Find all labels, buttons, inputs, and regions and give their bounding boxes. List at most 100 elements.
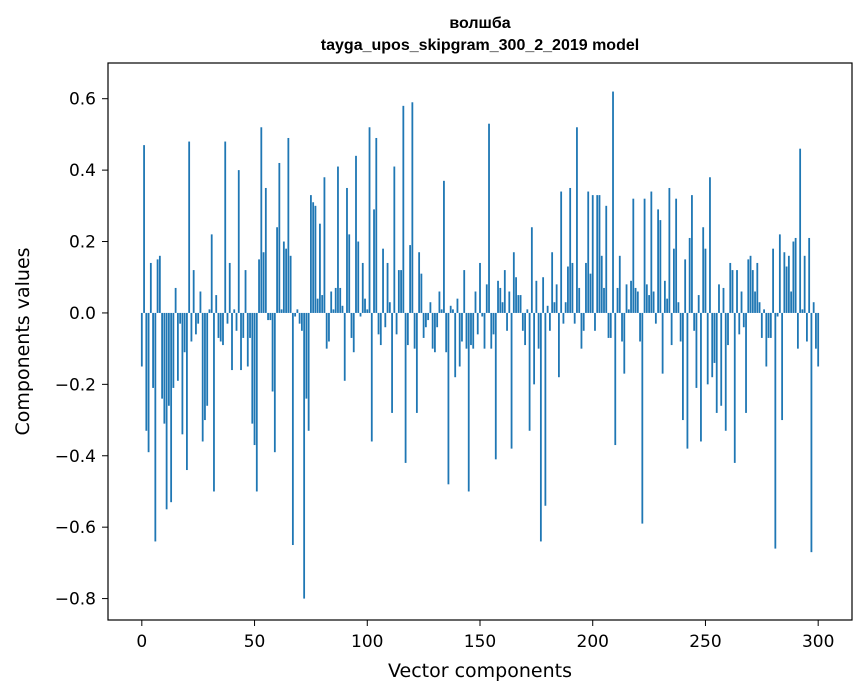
bar-3	[147, 312, 150, 453]
bar-33	[215, 295, 218, 313]
bar-134	[443, 180, 445, 313]
bar-200	[591, 195, 594, 313]
bar-170	[524, 312, 526, 346]
y-axis-label: Components values	[12, 247, 34, 435]
bar-28	[204, 312, 206, 421]
bar-275	[760, 312, 763, 338]
bar-223	[643, 198, 646, 313]
x-axis-label: Vector components	[388, 660, 572, 682]
bar-116	[402, 105, 405, 313]
bar-221	[639, 312, 641, 342]
y-tick-label: 0.4	[69, 161, 96, 181]
bar-46	[244, 270, 247, 313]
bar-84	[330, 291, 333, 313]
bar-82	[325, 312, 328, 349]
chart-subtitle: tayga_upos_skipgram_300_2_2019 model	[321, 37, 639, 54]
bar-233	[666, 298, 669, 313]
bar-164	[510, 312, 513, 449]
bar-202	[596, 195, 599, 313]
bar-31	[210, 234, 213, 313]
bar-141	[458, 312, 461, 367]
bar-45	[242, 312, 245, 338]
bar-111	[391, 312, 393, 413]
y-tick-label: 0.6	[69, 90, 96, 110]
bar-58	[271, 312, 274, 392]
bar-231	[661, 312, 664, 374]
bar-257	[720, 312, 723, 406]
bar-184	[555, 284, 558, 313]
bar-79	[319, 223, 321, 313]
bar-19	[183, 312, 186, 353]
bar-265	[738, 312, 741, 335]
bar-173	[530, 227, 533, 313]
bar-300	[817, 312, 820, 367]
bar-34	[217, 312, 220, 338]
bar-194	[578, 287, 581, 313]
bar-226	[650, 191, 653, 313]
bar-80	[321, 295, 324, 313]
bar-146	[470, 312, 472, 346]
bar-188	[564, 302, 567, 313]
bar-271	[751, 270, 754, 313]
bar-17	[179, 312, 182, 324]
bar-247	[697, 295, 700, 313]
bar-230	[659, 220, 662, 313]
bar-97	[359, 312, 362, 317]
bar-86	[334, 287, 337, 313]
bar-144	[465, 312, 468, 349]
bar-246	[695, 312, 698, 388]
bar-151	[481, 312, 484, 317]
bar-37	[224, 141, 227, 313]
bar-128	[429, 302, 432, 313]
bar-260	[727, 312, 729, 346]
bar-197	[585, 262, 587, 313]
bar-268	[745, 312, 747, 413]
bar-168	[519, 295, 522, 313]
bar-254	[713, 312, 716, 363]
x-tick-label: 100	[351, 632, 383, 652]
bar-161	[503, 270, 506, 313]
bar-110	[388, 302, 391, 313]
bar-23	[192, 270, 195, 313]
bar-148	[474, 291, 477, 313]
bar-270	[749, 255, 752, 313]
bar-106	[379, 312, 382, 346]
bar-112	[393, 166, 396, 313]
bar-242	[686, 312, 689, 449]
bar-77	[314, 205, 317, 313]
bar-287	[787, 255, 790, 313]
bar-180	[546, 305, 549, 313]
bar-20	[186, 312, 188, 471]
bar-222	[641, 312, 644, 524]
bar-93	[350, 312, 353, 338]
y-tick-label: 0.0	[69, 304, 96, 324]
bar-5	[152, 312, 154, 388]
bar-232	[663, 280, 666, 313]
bar-283	[778, 234, 781, 313]
bar-261	[729, 262, 732, 313]
bar-229	[657, 209, 660, 313]
bar-262	[731, 270, 734, 313]
bar-276	[763, 309, 765, 313]
bar-15	[174, 287, 177, 313]
bar-121	[413, 312, 416, 349]
bar-109	[386, 262, 389, 313]
bar-274	[758, 302, 761, 313]
bar-214	[623, 312, 626, 374]
bar-63	[282, 241, 285, 313]
bar-158	[497, 280, 499, 313]
bar-179	[544, 312, 547, 506]
bar-16	[176, 312, 179, 381]
bar-123	[418, 252, 421, 313]
bar-205	[603, 287, 605, 313]
bar-32	[213, 312, 215, 492]
bar-288	[790, 291, 793, 313]
bar-279	[769, 312, 772, 338]
bar-2	[145, 312, 148, 431]
bar-243	[688, 237, 691, 313]
bar-284	[781, 312, 784, 421]
bar-104	[375, 137, 378, 313]
bar-248	[700, 312, 702, 442]
bar-107	[382, 248, 384, 313]
bar-196	[582, 312, 585, 331]
